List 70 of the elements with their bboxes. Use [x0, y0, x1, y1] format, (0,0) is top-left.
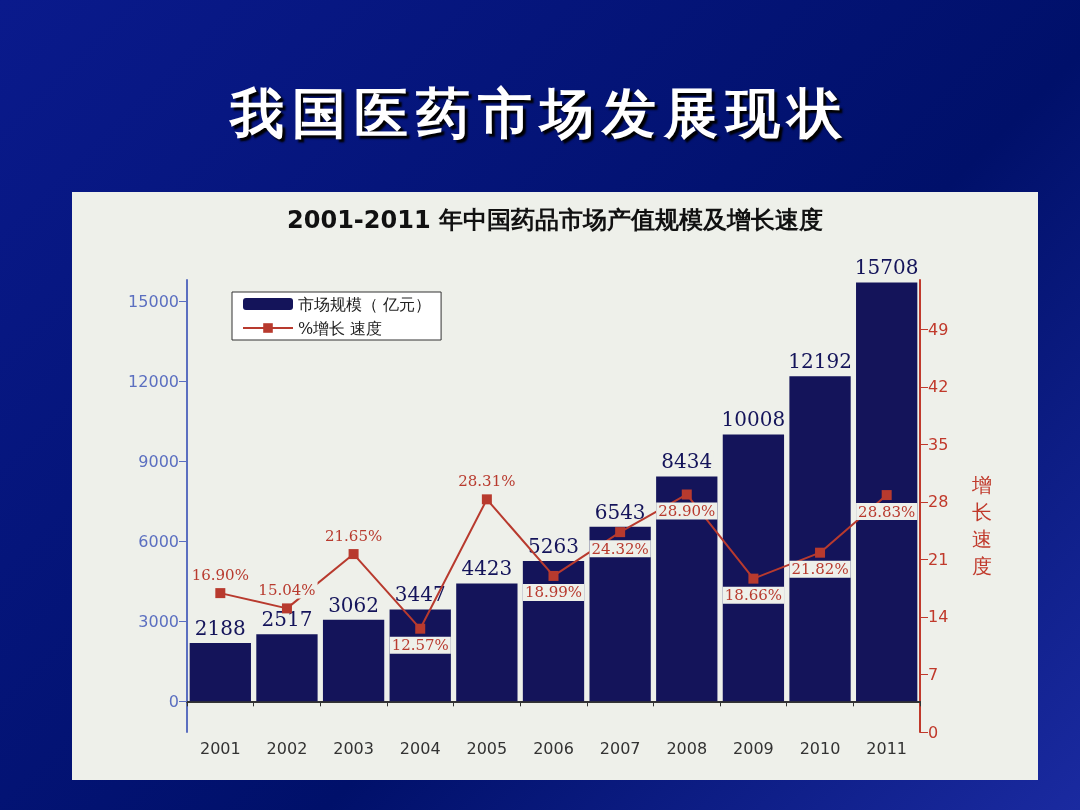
- point: [815, 547, 826, 558]
- point: [415, 623, 426, 634]
- y-tick-label: 9000: [138, 451, 179, 471]
- y2-tick-label: 7: [928, 664, 939, 684]
- data-label: 16.90%: [191, 565, 249, 584]
- data-label: 6543: [594, 499, 646, 524]
- y2-tick-label: 35: [928, 434, 949, 454]
- y2-tick-label: 21: [928, 549, 949, 569]
- bar: [656, 476, 718, 702]
- bar: [722, 434, 785, 702]
- data-label: 8434: [661, 449, 713, 474]
- x-tick-label: 2005: [466, 738, 508, 758]
- chart-title: 我国医药市场发展现状: [228, 80, 851, 147]
- y2-tick-label: 42: [928, 377, 949, 397]
- data-label: 15708: [854, 255, 919, 280]
- bar: [322, 619, 385, 702]
- chart-subtitle: 2001-2011 年中国药品市场产值规模及增长速度: [286, 205, 824, 236]
- legend-label: 市场规模（ 亿元）: [298, 294, 432, 314]
- y-tick-label: 6000: [138, 531, 179, 551]
- data-label: 18.99%: [524, 583, 583, 602]
- data-label: 12192: [788, 349, 852, 374]
- data-label: 4423: [461, 556, 513, 581]
- y2-tick-label: 28: [928, 492, 949, 512]
- y-tick-label: 15000: [128, 291, 179, 311]
- point: [348, 549, 359, 560]
- data-label: 21.82%: [791, 560, 849, 579]
- data-label: 2517: [261, 607, 313, 632]
- x-tick-label: 2010: [799, 738, 841, 758]
- data-label: 5263: [528, 533, 579, 558]
- y-tick-label: 3000: [138, 611, 179, 631]
- point: [615, 527, 626, 538]
- data-label: 15.04%: [258, 580, 316, 599]
- point: [748, 573, 759, 584]
- x-tick-label: 2004: [399, 738, 441, 758]
- bar: [456, 583, 518, 702]
- point: [681, 489, 692, 500]
- data-label: 18.66%: [724, 586, 783, 605]
- y2-tick-label: 0: [928, 722, 939, 742]
- x-tick-label: 2002: [266, 738, 308, 758]
- data-label: 3062: [328, 592, 380, 617]
- y2-tick-label: 14: [928, 607, 949, 627]
- data-label: 24.32%: [591, 539, 649, 558]
- point: [881, 490, 892, 501]
- point: [481, 494, 492, 505]
- x-tick-label: 2007: [599, 738, 641, 758]
- data-label: 28.90%: [658, 501, 716, 520]
- point: [548, 570, 559, 581]
- x-tick-label: 2003: [333, 738, 374, 758]
- legend-label: %增长 速度: [298, 318, 383, 338]
- data-label: 28.83%: [858, 502, 916, 521]
- bar: [856, 282, 918, 702]
- y2-axis-title: 增长速度: [972, 472, 993, 580]
- data-label: 2188: [194, 615, 246, 640]
- y-tick-label: 12000: [128, 371, 179, 391]
- x-tick-label: 2008: [666, 738, 708, 758]
- x-tick-label: 2006: [533, 738, 574, 758]
- bar: [189, 642, 251, 702]
- point: [215, 588, 226, 599]
- x-tick-label: 2009: [733, 738, 774, 758]
- x-tick-label: 2001: [199, 738, 241, 758]
- y2-tick-label: 49: [928, 319, 949, 339]
- data-label: 21.65%: [324, 526, 383, 545]
- bar: [256, 634, 318, 702]
- bar: [789, 376, 851, 702]
- x-tick-label: 2011: [866, 738, 908, 758]
- y-tick-label: 0: [168, 691, 179, 711]
- data-label: 12.57%: [391, 636, 449, 655]
- data-label: 28.31%: [458, 471, 516, 490]
- bar: [589, 526, 651, 702]
- data-label: 10008: [721, 407, 786, 432]
